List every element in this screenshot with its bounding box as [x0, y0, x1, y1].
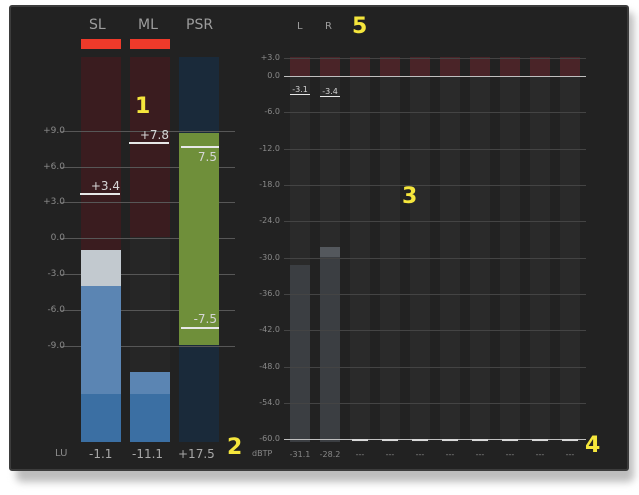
dbtp-scale-label: 0.0 [267, 71, 280, 80]
tp-channel-8 [500, 57, 520, 442]
sl-bar-momentary [81, 250, 121, 286]
dbtp-scale-label: -24.0 [259, 216, 280, 225]
dbtp-scale-label: -60.0 [259, 434, 280, 443]
psr-bottom-marker-line [181, 327, 219, 329]
dbtp-unit-label: dBTP [252, 449, 273, 458]
ml-max-marker: +7.8 [129, 128, 169, 144]
dbtp-scale-label: +3.0 [260, 53, 280, 62]
tp-l-level-bar [290, 265, 310, 442]
ml-meter [130, 57, 170, 237]
lu-scale-label: +9.0 [43, 126, 65, 136]
psr-bar-fill [179, 133, 219, 345]
lu-scale-label: -3.0 [47, 269, 65, 279]
tp-readout: --- [385, 450, 395, 459]
header-ml: ML [138, 17, 158, 33]
tp-channel-6 [440, 57, 460, 442]
tp-readout: --- [355, 450, 365, 459]
tp-channel-3 [350, 57, 370, 442]
ml-bar-fill-lower [130, 394, 170, 442]
psr-top-marker: 7.5 [197, 150, 217, 164]
dbtp-scale-label: -42.0 [259, 325, 280, 334]
tp-readout: -31.1 [289, 450, 311, 459]
tp-channel-5 [410, 57, 430, 442]
psr-top-marker-line [181, 146, 219, 148]
tp-readout: --- [505, 450, 515, 459]
header-r: R [325, 21, 332, 32]
sl-bar-fill-lower [81, 394, 121, 442]
ml-bar-fill [130, 372, 170, 394]
sl-value-readout: -1.1 [89, 447, 113, 461]
dbtp-scale-label: -30.0 [259, 253, 280, 262]
dbtp-scale-label: -18.0 [259, 180, 280, 189]
callout-1: 1 [135, 94, 151, 119]
tp-readout: -28.2 [319, 450, 341, 459]
tp-readout: --- [475, 450, 485, 459]
psr-value-readout: +17.5 [178, 447, 215, 461]
lu-scale-label: 0.0 [50, 233, 65, 243]
meter-panel: SL ML PSR +9.0 +6.0 +3.0 0.0 -3.0 -6.0 -… [9, 5, 629, 471]
lu-scale-label: +3.0 [43, 197, 65, 207]
tp-readout: --- [415, 450, 425, 459]
sl-bar-fill [81, 286, 121, 394]
header-sl: SL [89, 17, 106, 33]
ml-clip-indicator[interactable] [130, 39, 170, 49]
callout-3: 3 [402, 184, 418, 209]
tp-channel-10 [560, 57, 580, 442]
tp-readout: --- [445, 450, 455, 459]
dbtp-scale-label: -12.0 [259, 144, 280, 153]
dbtp-scale-label: -54.0 [259, 398, 280, 407]
callout-4: 4 [585, 433, 601, 458]
tp-readout: --- [565, 450, 575, 459]
sl-clip-indicator[interactable] [81, 39, 121, 49]
ml-value-readout: -11.1 [132, 447, 164, 461]
sl-max-marker: +3.4 [80, 179, 120, 195]
lu-unit-label: LU [55, 448, 68, 459]
tp-l-peak-hold: -3.1 [290, 85, 310, 95]
callout-2: 2 [227, 435, 243, 460]
lu-scale-label: +6.0 [43, 162, 65, 172]
psr-bottom-marker: -7.5 [193, 312, 217, 326]
header-l: L [297, 21, 303, 32]
dbtp-scale-label: -6.0 [264, 107, 280, 116]
lu-scale-label: -6.0 [47, 305, 65, 315]
callout-5: 5 [352, 14, 368, 39]
tp-channel-9 [530, 57, 550, 442]
tp-readout: --- [535, 450, 545, 459]
tp-channel-4 [380, 57, 400, 442]
lu-scale-label: -9.0 [47, 341, 65, 351]
tp-r-level-bar [320, 247, 340, 442]
header-psr: PSR [186, 17, 214, 33]
dbtp-scale-label: -36.0 [259, 289, 280, 298]
tp-channel-7 [470, 57, 490, 442]
dbtp-scale-label: -48.0 [259, 362, 280, 371]
tp-r-peak-hold: -3.4 [320, 87, 340, 97]
